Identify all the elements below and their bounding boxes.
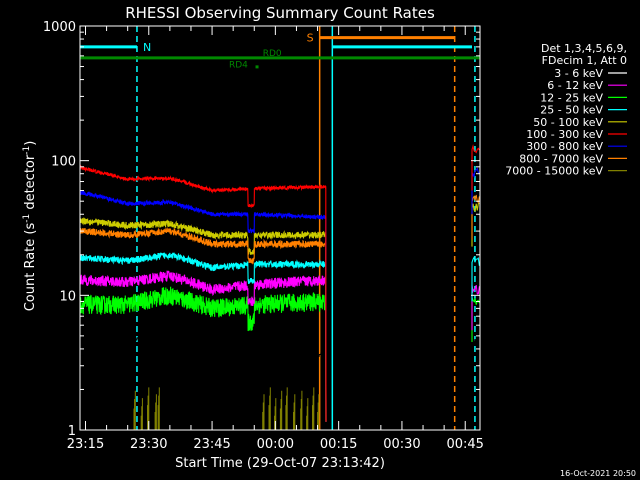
y-tick-label-10: 10 [59,289,76,304]
plot-frame [79,25,481,431]
legend-label-2: 12 - 25 keV [540,91,603,104]
legend-label-0: 3 - 6 keV [554,67,603,80]
x-tick-label-1: 23:30 [130,437,167,452]
y-tick-label-1: 1 [68,424,76,439]
y-tick-label-1000: 1000 [43,20,76,35]
axes: 1 10 100 1000 23:15 23:30 23:45 00:00 00:15 00:30… [43,20,484,452]
x-tick-label-2: 23:45 [193,437,230,452]
y-tick-label-100: 100 [51,155,76,170]
legend-label-6: 300 - 800 keV [526,140,603,153]
x-axis-label: Start Time (29-Oct-07 23:13:42) [175,456,385,471]
x-tick-label-5: 00:30 [383,437,420,452]
x-tick-label-6: 00:45 [446,437,483,452]
plot-area: N S RD0 RD4 [79,26,480,431]
x-tick-label-4: 00:15 [320,437,357,452]
legend-label-3: 25 - 50 keV [540,104,603,117]
legend-label-7: 800 - 7000 keV [519,152,603,165]
legend-label-1: 6 - 12 keV [547,79,603,92]
flag-label-1: S [307,32,314,45]
x-tick-label-0: 23:15 [67,437,104,452]
annotation-rd4-marker [255,65,259,69]
x-tick-label-3: 00:00 [257,437,294,452]
y-axis-label: Count Rate (s-1 detector-1) [22,141,38,312]
annotation-rd4: RD4 [229,61,248,71]
legend-header-line-2: FDecim 1, Att 0 [542,54,627,67]
legend-label-4: 50 - 100 keV [533,116,603,129]
legend-label-5: 100 - 300 keV [526,128,603,141]
annotation-rd0: RD0 [263,49,282,59]
flag-label-0: N [143,41,151,54]
chart-title: RHESSI Observing Summary Count Rates [125,4,435,22]
series-trace-5 [79,144,480,422]
legend: Det 1,3,4,5,6,9, FDecim 1, Att 0 3 - 6 k… [505,42,627,178]
generation-timestamp: 16-Oct-2021 20:50 [560,469,636,478]
legend-header-line-1: Det 1,3,4,5,6,9, [541,42,627,55]
legend-label-8: 7000 - 15000 keV [505,165,603,178]
series-trace-3 [79,252,480,422]
